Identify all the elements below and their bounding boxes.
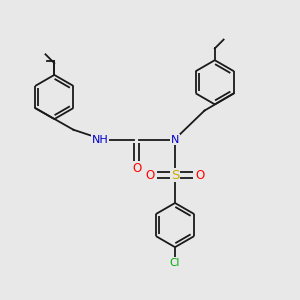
Text: O: O <box>146 169 154 182</box>
Text: O: O <box>132 162 141 175</box>
Text: S: S <box>171 169 179 182</box>
Text: NH: NH <box>92 135 108 145</box>
Text: N: N <box>171 135 179 145</box>
Text: Cl: Cl <box>170 258 180 268</box>
Text: O: O <box>195 169 205 182</box>
